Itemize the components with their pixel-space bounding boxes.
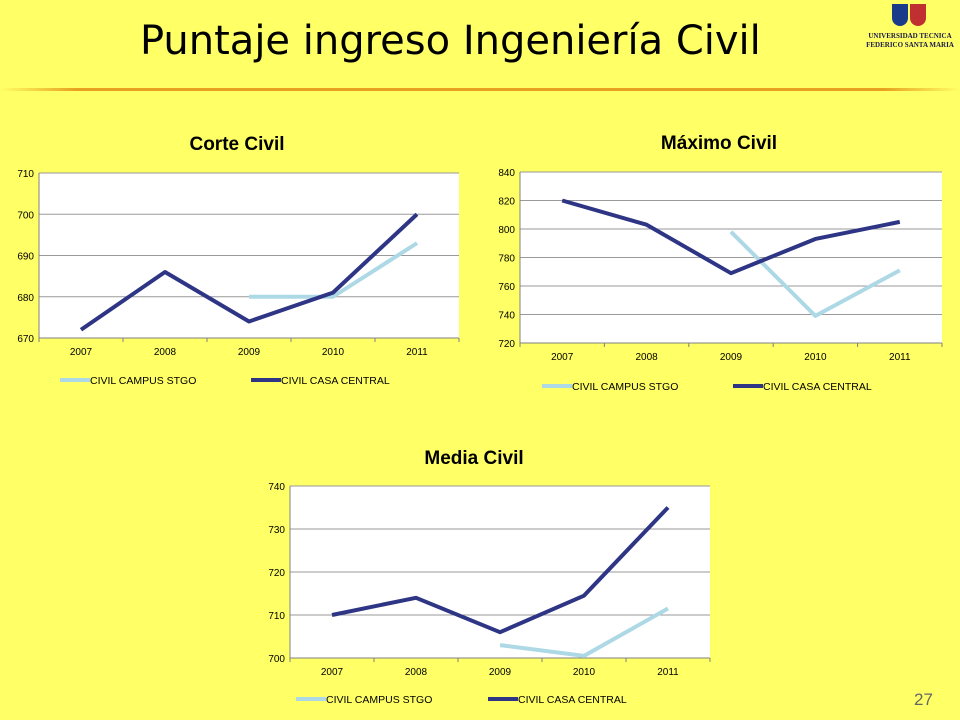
y-tick-label: 780 — [498, 254, 515, 265]
x-tick-label: 2010 — [573, 667, 596, 678]
x-tick-label: 2011 — [889, 352, 911, 363]
series-line-campus-stgo — [249, 241, 419, 299]
series-line-casa-central — [79, 212, 419, 332]
x-tick-label: 2009 — [489, 667, 512, 678]
page-number: 27 — [914, 690, 933, 709]
legend-label: CIVIL CAMPUS STGO — [326, 694, 432, 706]
y-tick-label: 700 — [17, 210, 34, 221]
chart-title-media: Media Civil — [424, 448, 524, 469]
x-tick-label: 2008 — [405, 667, 428, 678]
x-tick-label: 2008 — [635, 352, 658, 363]
y-tick-label: 840 — [498, 168, 515, 179]
y-tick-label: 680 — [17, 293, 34, 304]
series-line-campus-stgo — [499, 606, 669, 658]
x-tick-label: 2007 — [551, 352, 574, 363]
x-tick-label: 2010 — [804, 352, 827, 363]
legend-label: CIVIL CASA CENTRAL — [518, 694, 627, 706]
x-tick-label: 2011 — [657, 667, 679, 678]
x-tick-label: 2008 — [154, 347, 177, 358]
y-tick-label: 710 — [268, 611, 285, 622]
y-tick-label: 740 — [498, 311, 515, 322]
x-tick-label: 2007 — [70, 347, 93, 358]
x-tick-label: 2011 — [406, 347, 428, 358]
series-line-casa-central — [561, 198, 901, 276]
x-tick-label: 2009 — [720, 352, 743, 363]
x-tick-label: 2009 — [238, 347, 261, 358]
y-tick-label: 820 — [498, 197, 515, 208]
legend-label: CIVIL CAMPUS STGO — [90, 375, 196, 387]
y-tick-label: 720 — [498, 339, 515, 350]
title-divider — [0, 88, 960, 91]
legend-label: CIVIL CAMPUS STGO — [572, 381, 678, 393]
legend-label: CIVIL CASA CENTRAL — [763, 381, 872, 393]
chart-title-corte: Corte Civil — [189, 134, 285, 155]
series-line-casa-central — [331, 506, 670, 635]
y-tick-label: 740 — [268, 482, 285, 493]
y-tick-label: 690 — [17, 252, 34, 263]
y-tick-label: 800 — [498, 225, 515, 236]
x-tick-label: 2007 — [321, 667, 344, 678]
legend-label: CIVIL CASA CENTRAL — [281, 375, 390, 387]
x-tick-label: 2010 — [322, 347, 345, 358]
y-tick-label: 730 — [268, 525, 285, 536]
university-logo: UNIVERSIDAD TECNICA FEDERICO SANTA MARIA — [862, 4, 958, 52]
logo-text-line2: FEDERICO SANTA MARIA — [866, 41, 954, 49]
chart-title-maximo: Máximo Civil — [660, 133, 778, 154]
y-tick-label: 720 — [268, 568, 285, 579]
y-tick-label: 670 — [17, 334, 34, 345]
y-tick-label: 710 — [17, 169, 34, 180]
logo-text-line1: UNIVERSIDAD TECNICA — [868, 32, 952, 40]
y-tick-label: 700 — [268, 654, 285, 665]
slide-title: Puntaje ingreso Ingeniería Civil — [140, 18, 761, 64]
crest-icon — [892, 4, 926, 26]
y-tick-label: 760 — [498, 282, 515, 293]
